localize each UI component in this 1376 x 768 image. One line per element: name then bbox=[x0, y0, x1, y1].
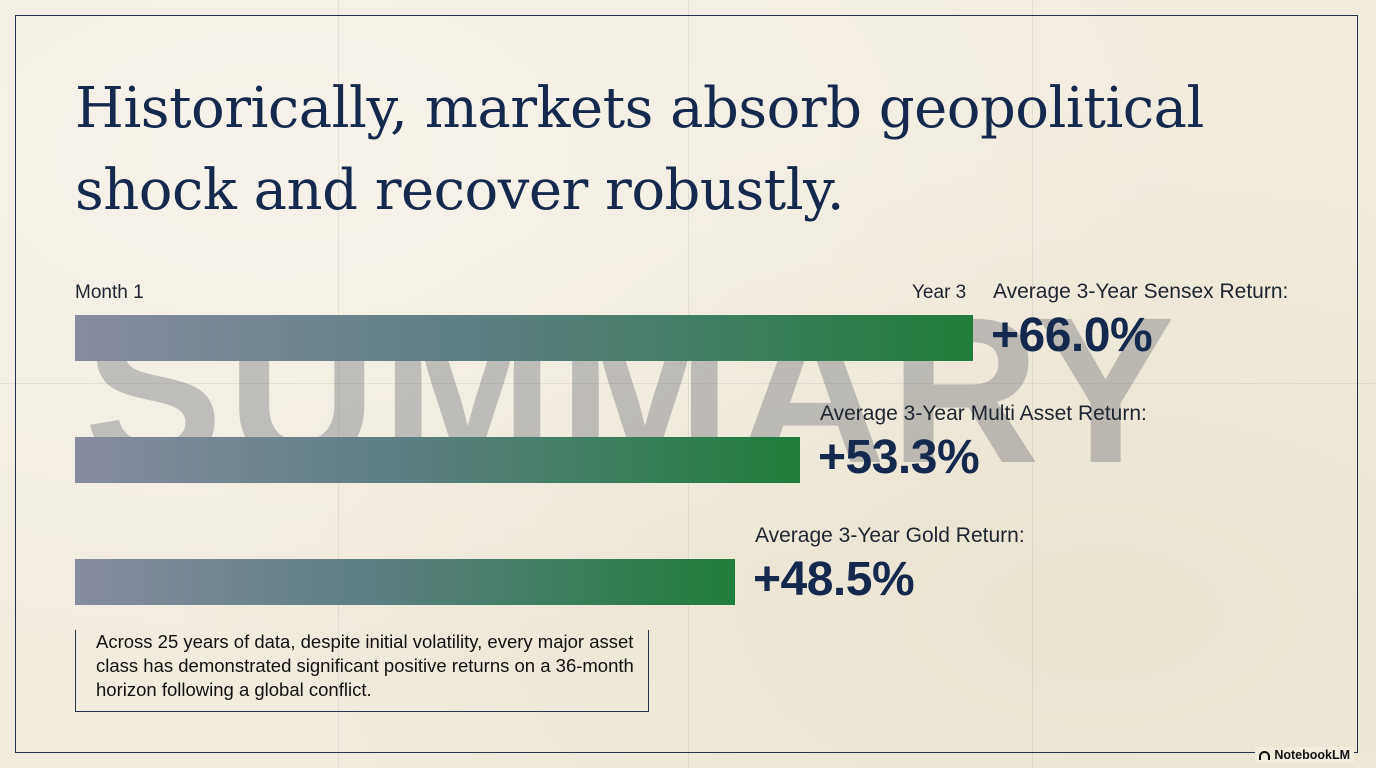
bar-gold bbox=[75, 559, 735, 605]
slide-frame bbox=[15, 15, 1358, 753]
grid-line bbox=[688, 0, 689, 768]
bar-value-sensex: +66.0% bbox=[991, 309, 1153, 362]
bar-multi-asset bbox=[75, 437, 800, 483]
bar-value-gold: +48.5% bbox=[753, 553, 915, 606]
axis-end-label: Year 3 bbox=[912, 282, 967, 303]
brand-label: NotebookLM bbox=[1274, 748, 1350, 762]
grid-line bbox=[0, 383, 1376, 384]
bar-label-gold: Average 3-Year Gold Return: bbox=[755, 524, 1025, 547]
bar-label-sensex: Average 3-Year Sensex Return: bbox=[993, 280, 1289, 303]
bar-label-multi-asset: Average 3-Year Multi Asset Return: bbox=[820, 402, 1147, 425]
summary-note: Across 25 years of data, despite initial… bbox=[75, 630, 649, 712]
notebooklm-brand: NotebookLM bbox=[1255, 747, 1354, 763]
bar-sensex bbox=[75, 315, 973, 361]
axis-start-label: Month 1 bbox=[75, 282, 144, 303]
grid-line bbox=[338, 0, 339, 768]
bar-value-multi-asset: +53.3% bbox=[818, 431, 980, 484]
slide-title: Historically, markets absorb geopolitica… bbox=[75, 76, 1204, 223]
notebooklm-logo-icon bbox=[1259, 750, 1271, 760]
grid-line bbox=[1032, 0, 1033, 768]
